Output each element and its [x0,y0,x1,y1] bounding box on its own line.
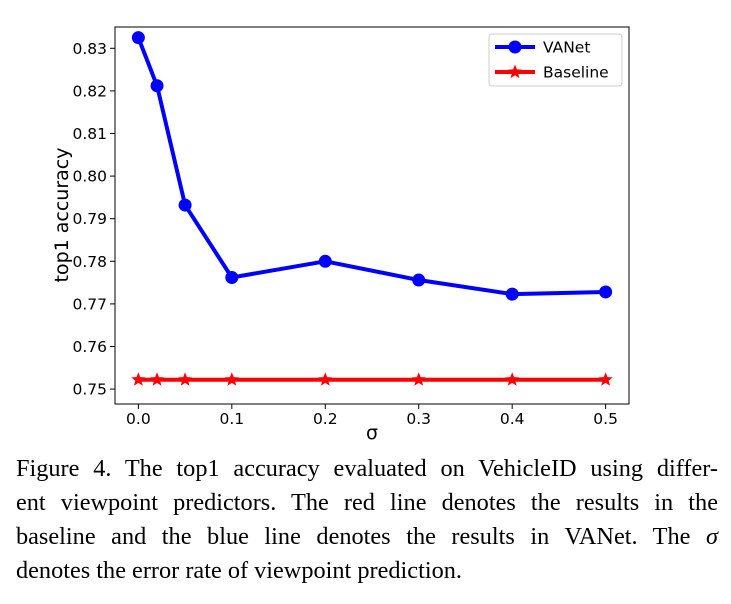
data-point-baseline [318,372,333,386]
caption-line-4: denotes the error rate of viewpoint pred… [16,557,462,584]
data-point-baseline [411,372,426,386]
y-tick-label: 0.78 [72,253,107,271]
y-tick-label: 0.77 [72,295,107,313]
x-tick-label: 0.4 [500,410,525,428]
data-point-baseline [177,372,193,386]
legend-marker-vanet [508,40,522,54]
x-axis-ticks: 0.0 0.1 0.2 0.3 0.4 0.5 [126,404,618,428]
y-tick-label: 0.80 [72,168,107,186]
legend-item-baseline: Baseline [495,64,609,82]
x-axis-label: σ [366,422,378,444]
figure-caption: Figure 4. The top1 accuracy evaluated on… [16,452,718,588]
data-point-baseline [505,372,520,386]
data-point-vanet [318,254,332,268]
x-tick-label: 0.3 [406,410,431,428]
y-tick-label: 0.76 [72,338,107,356]
y-axis-label: top1 accuracy [51,148,73,283]
data-point-vanet [505,287,519,301]
caption-line-3-text: baseline and the blue line denotes the r… [16,523,707,550]
data-point-baseline [149,372,165,386]
y-tick-label: 0.81 [72,125,107,143]
x-tick-label: 0.2 [313,410,338,428]
data-point-baseline [598,372,613,386]
legend-label-vanet: VANet [543,39,590,57]
caption-line-1: Figure 4. The top1 accuracy evaluated on… [16,455,718,482]
data-point-vanet [412,273,426,287]
data-point-baseline [131,372,146,386]
legend: VANet Baseline [488,33,623,87]
y-axis-ticks: 0.75 0.76 0.77 0.78 0.79 0.80 0.81 0.82 0.83 [72,40,115,399]
data-point-vanet [178,198,192,212]
data-point-vanet [599,285,613,299]
series-line-vanet [136,36,606,297]
caption-sigma: σ [706,523,718,550]
legend-label-baseline: Baseline [543,64,609,82]
y-tick-label: 0.82 [72,82,107,100]
series-vanet [131,31,613,301]
plot-area [114,26,630,405]
chart: 0.0 0.1 0.2 0.3 0.4 0.5 0.750.760.770.780.790… [51,26,630,444]
data-point-vanet [131,31,145,45]
caption-line-3: baseline and the blue line denotes the r… [16,520,718,554]
legend-item-vanet: VANet [495,39,590,57]
series-layer [131,31,613,386]
y-tick-label: 0.79 [72,210,107,228]
data-point-baseline [224,372,239,386]
caption-line-2: ent viewpoint predictors. The red line d… [16,489,718,516]
series-baseline [131,372,613,386]
x-tick-label: 0.0 [126,410,151,428]
data-point-vanet [225,270,239,284]
x-tick-label: 0.1 [219,410,244,428]
legend-marker-baseline [507,64,523,79]
x-tick-label: 0.5 [593,410,618,428]
data-point-vanet [150,79,164,93]
y-tick-label: 0.83 [72,40,107,58]
y-tick-label: 0.75 [72,381,107,399]
